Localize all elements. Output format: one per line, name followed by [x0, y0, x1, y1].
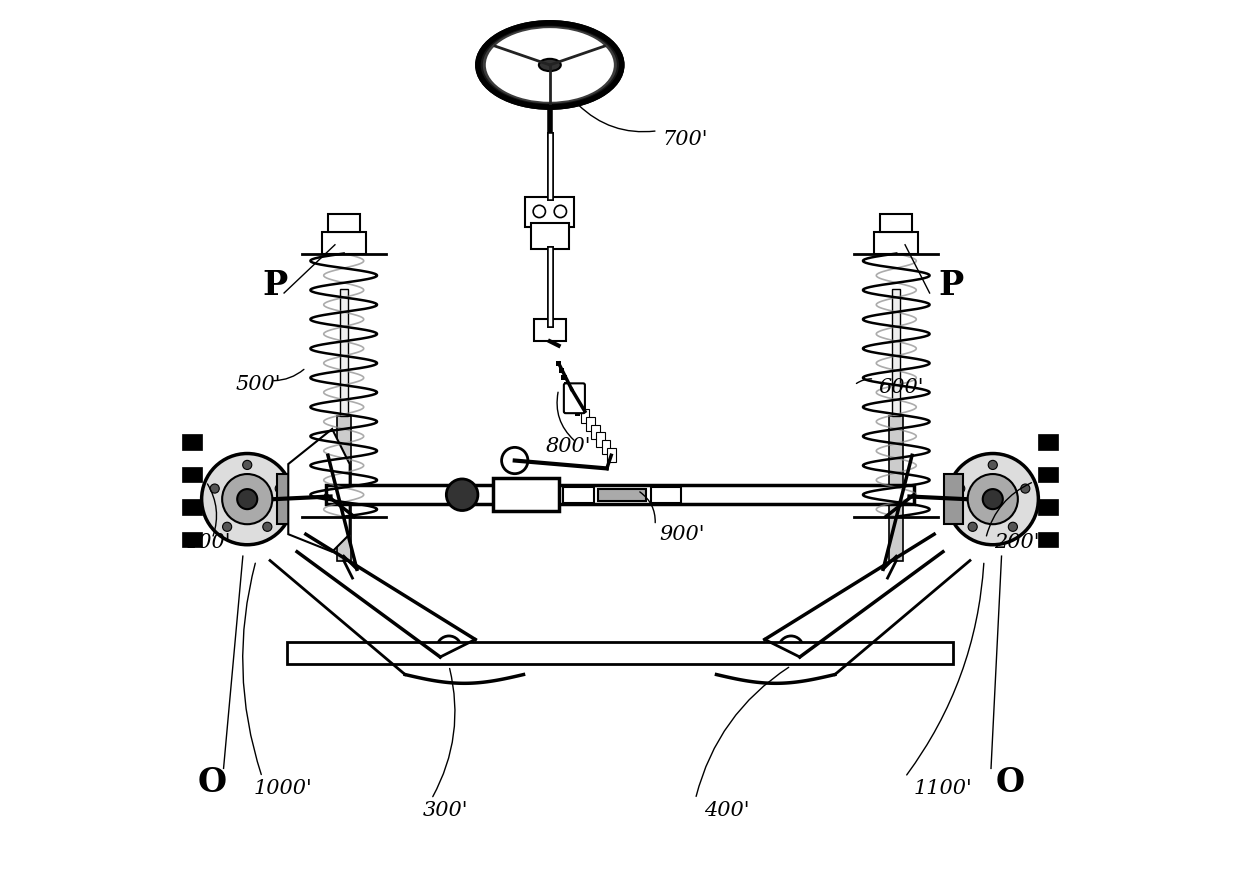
Circle shape [967, 475, 1018, 525]
Bar [563, 487, 594, 503]
Bar [1038, 468, 1058, 483]
Bar [591, 426, 600, 439]
Bar [556, 361, 562, 367]
Ellipse shape [486, 30, 614, 103]
Circle shape [446, 479, 477, 511]
Polygon shape [288, 429, 350, 552]
Circle shape [222, 523, 232, 532]
Bar [182, 468, 202, 483]
Ellipse shape [480, 25, 620, 106]
Bar [1038, 434, 1058, 451]
Text: 400': 400' [704, 800, 750, 819]
Circle shape [237, 490, 257, 510]
Circle shape [243, 460, 252, 470]
Bar [889, 417, 903, 561]
Bar [340, 291, 347, 417]
Text: 700': 700' [662, 130, 708, 148]
Circle shape [786, 644, 796, 654]
Text: O: O [197, 765, 226, 798]
Circle shape [436, 637, 461, 661]
Bar [564, 383, 569, 388]
Bar [569, 397, 575, 402]
Bar [585, 417, 594, 431]
Bar [874, 232, 918, 254]
Circle shape [1008, 523, 1018, 532]
Text: 800': 800' [546, 436, 591, 455]
Text: 1100': 1100' [914, 778, 972, 797]
Circle shape [1021, 485, 1030, 493]
Bar [322, 232, 366, 254]
Bar [526, 198, 574, 228]
Circle shape [444, 644, 454, 654]
Bar [567, 390, 572, 395]
Bar [596, 433, 605, 447]
Bar [559, 368, 564, 374]
Circle shape [222, 475, 273, 525]
Circle shape [554, 207, 567, 218]
Text: 900': 900' [660, 524, 706, 543]
Circle shape [275, 485, 284, 493]
Bar [880, 215, 913, 232]
Text: P: P [939, 268, 963, 301]
Circle shape [947, 454, 1038, 545]
Text: 200': 200' [994, 533, 1040, 552]
Circle shape [502, 448, 528, 474]
Bar [286, 642, 954, 664]
Bar [534, 320, 565, 342]
Bar [606, 449, 615, 463]
Circle shape [202, 454, 293, 545]
Bar [492, 478, 558, 512]
Ellipse shape [539, 60, 560, 72]
Bar [182, 532, 202, 548]
Bar [277, 475, 296, 525]
Bar [182, 434, 202, 451]
Text: 100': 100' [186, 533, 232, 552]
FancyBboxPatch shape [564, 384, 585, 414]
Circle shape [983, 490, 1003, 510]
Circle shape [263, 523, 272, 532]
Bar [1038, 500, 1058, 515]
Bar [944, 475, 963, 525]
Text: 600': 600' [879, 377, 924, 397]
Text: 500': 500' [236, 375, 281, 394]
Text: O: O [996, 765, 1024, 798]
Circle shape [533, 207, 546, 218]
Bar [182, 500, 202, 515]
Circle shape [968, 523, 977, 532]
Bar [562, 375, 567, 381]
Bar [327, 215, 360, 232]
Bar [1038, 532, 1058, 548]
Text: 1000': 1000' [253, 778, 312, 797]
Bar [893, 291, 900, 417]
Circle shape [779, 637, 804, 661]
Bar [580, 409, 589, 424]
Bar [572, 404, 578, 409]
Bar [326, 485, 914, 505]
Bar [337, 417, 351, 561]
Bar [598, 489, 646, 502]
Bar [575, 412, 580, 417]
Circle shape [210, 485, 219, 493]
Bar [601, 441, 610, 455]
Circle shape [988, 460, 997, 470]
Bar [651, 487, 682, 503]
Text: P: P [262, 268, 288, 301]
Bar [531, 224, 569, 250]
Text: 300': 300' [423, 800, 469, 819]
Circle shape [956, 485, 965, 493]
